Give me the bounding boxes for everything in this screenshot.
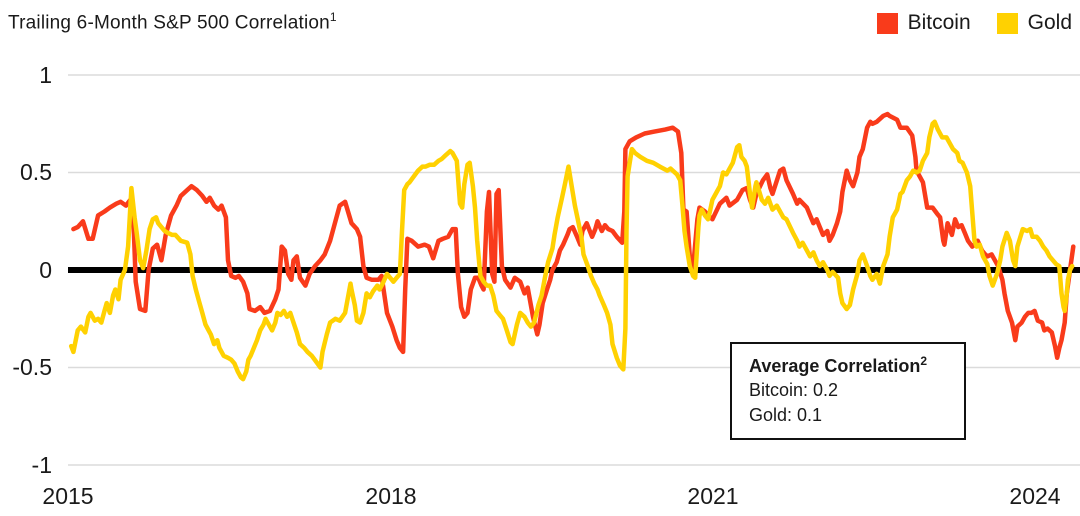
legend-item-bitcoin: Bitcoin bbox=[876, 11, 971, 35]
bitcoin-line bbox=[71, 111, 1076, 361]
y-tick-0: 0 bbox=[39, 257, 52, 283]
x-tick-2024: 2024 bbox=[1009, 483, 1061, 509]
x-tick-2021: 2021 bbox=[687, 483, 739, 509]
gold-swatch-icon bbox=[996, 12, 1018, 34]
legend-label-bitcoin: Bitcoin bbox=[907, 11, 971, 34]
title-footnote-marker: 1 bbox=[329, 10, 337, 24]
callout-footnote-marker: 2 bbox=[920, 354, 928, 368]
callout-line-gold: Gold: 0.1 bbox=[749, 404, 823, 425]
callout-title-text: Average Correlation bbox=[749, 356, 921, 376]
x-tick-2018: 2018 bbox=[365, 483, 417, 509]
chart-title: Trailing 6-Month S&P 500 Correlation1 bbox=[8, 10, 337, 34]
y-tick-neg0p5: -0.5 bbox=[12, 354, 52, 380]
legend: Bitcoin Gold bbox=[876, 11, 1072, 35]
y-tick-0p5: 0.5 bbox=[20, 159, 52, 185]
gold-line bbox=[68, 119, 1075, 382]
average-correlation-callout: Average Correlation2 Bitcoin: 0.2 Gold: … bbox=[730, 342, 966, 440]
callout-line-bitcoin: Bitcoin: 0.2 bbox=[749, 380, 839, 401]
legend-item-gold: Gold bbox=[996, 11, 1072, 35]
y-tick-1: 1 bbox=[39, 62, 52, 88]
y-tick-neg1: -1 bbox=[31, 452, 52, 478]
x-tick-2015: 2015 bbox=[42, 483, 94, 509]
bitcoin-swatch-icon bbox=[876, 12, 898, 34]
legend-label-gold: Gold bbox=[1027, 11, 1072, 34]
callout-title: Average Correlation2 bbox=[749, 353, 954, 378]
chart-title-text: Trailing 6-Month S&P 500 Correlation bbox=[8, 12, 330, 34]
